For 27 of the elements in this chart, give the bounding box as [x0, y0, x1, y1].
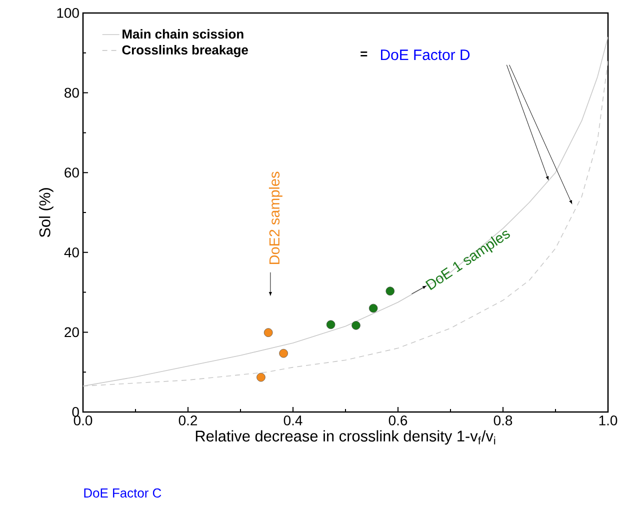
point	[279, 348, 288, 358]
x-axis-title: Relative decrease in crosslink density 1-v$_{f}$/v$_{i}$	[196, 430, 496, 445]
y-tick-label: 60	[64, 168, 79, 178]
y-tick-label: 40	[64, 247, 79, 258]
x-tick-label: 0.6	[388, 416, 408, 426]
x-tick-label: 1.0	[599, 416, 618, 426]
point	[386, 286, 395, 296]
point	[256, 372, 266, 382]
x-tick-label: 0.4	[284, 416, 302, 426]
point	[264, 328, 273, 337]
point	[326, 320, 336, 329]
annotation: DoE Factor D	[380, 50, 470, 60]
x-tick-label: 0.8	[494, 416, 512, 426]
text: DoE2 samples	[268, 172, 282, 264]
y-axis-title: Sol (%)	[38, 188, 54, 238]
annotation: =	[360, 52, 368, 56]
point	[368, 304, 378, 313]
legend-label: Main chain scission	[122, 29, 244, 39]
y-tick-label: 20	[64, 327, 79, 338]
y-tick-label: 0	[72, 407, 79, 417]
legend-label: Crosslinks breakage	[122, 45, 248, 58]
x-tick-label: 0.0	[74, 416, 92, 426]
y-tick-label: 100	[57, 8, 79, 18]
point	[352, 321, 360, 330]
text: DoE Factor C	[84, 488, 162, 498]
y-tick-label: 80	[64, 88, 79, 98]
x-tick-label: 0.2	[178, 416, 197, 426]
